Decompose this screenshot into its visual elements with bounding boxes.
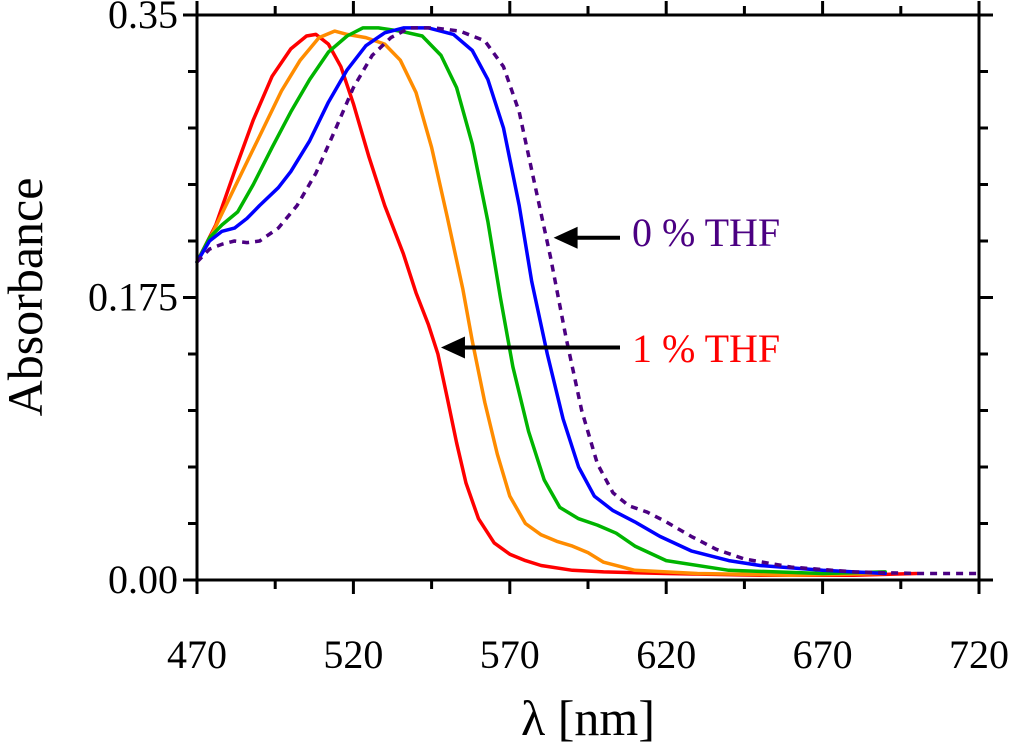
x-tick-label: 570	[480, 632, 540, 677]
y-tick-label: 0.00	[108, 557, 178, 602]
series-line-4	[195, 26, 979, 576]
x-tick-label: 620	[636, 632, 696, 677]
x-tick-label: 670	[793, 632, 853, 677]
x-tick-label: 520	[323, 632, 383, 677]
annotation-label: 0 % THF	[632, 210, 780, 255]
y-tick-label: 0.35	[108, 0, 178, 37]
series-line-3	[195, 26, 887, 576]
x-tick-label: 720	[949, 632, 1009, 677]
annotations: 0 % THF 1 % THF	[440, 210, 780, 371]
series-line-1	[195, 29, 887, 577]
annotation-label: 1 % THF	[632, 326, 780, 371]
x-axis-title: λ [nm]	[521, 690, 655, 746]
series-line-0	[195, 32, 919, 577]
x-tick-label: 470	[167, 632, 227, 677]
annotation-arrow-head	[553, 226, 578, 249]
series-line-2	[195, 26, 887, 576]
annotation-arrow-head	[440, 336, 465, 359]
x-tick-labels: 470 520 570 620 670 720	[167, 632, 1009, 677]
y-tick-label: 0.175	[88, 275, 178, 320]
chart-marks	[195, 26, 979, 577]
y-axis-title: Absorbance	[0, 178, 53, 417]
plot-frame	[195, 13, 981, 582]
axis-ticks	[183, 1, 993, 594]
y-tick-labels: 0.00 0.175 0.35	[88, 0, 178, 602]
